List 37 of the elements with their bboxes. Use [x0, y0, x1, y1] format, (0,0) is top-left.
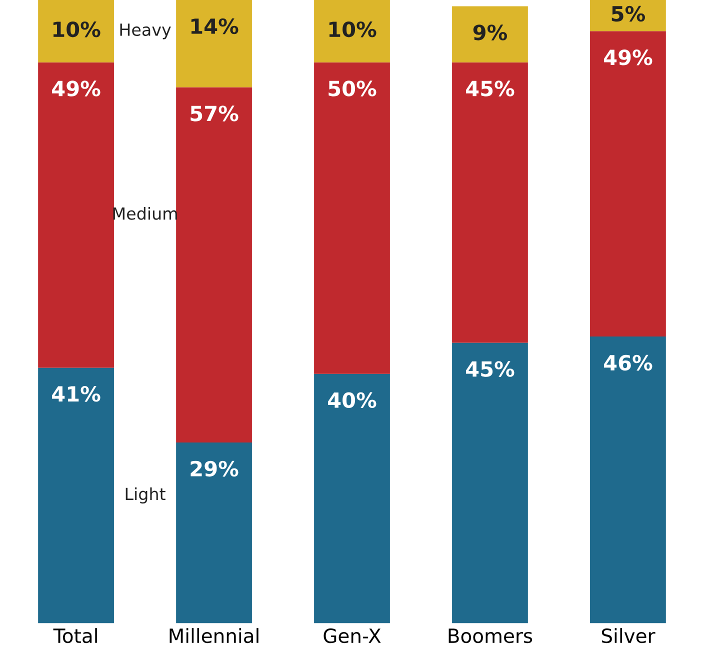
data-label: 5%: [612, 6, 645, 22]
data-label: 10%: [329, 21, 376, 38]
x-tick-label: Silver: [602, 628, 656, 644]
data-label: 10%: [53, 21, 100, 38]
series-label: Heavy: [120, 24, 171, 40]
data-label: 46%: [604, 354, 652, 371]
series-label: Light: [126, 487, 166, 504]
bar: [176, 0, 252, 88]
bar: [452, 6, 528, 62]
data-label: 14%: [191, 18, 238, 34]
bar: [590, 336, 666, 624]
bar: [590, 0, 666, 32]
data-label: 9%: [473, 24, 508, 40]
x-tick-label: Millennial: [170, 628, 258, 644]
bar: [38, 0, 114, 62]
data-label: 40%: [328, 392, 376, 408]
bar: [38, 62, 114, 368]
bar: [452, 62, 528, 343]
bar: [590, 31, 666, 337]
bar: [38, 368, 114, 624]
data-label: 57%: [190, 106, 238, 122]
data-label: 45%: [466, 80, 514, 96]
bar: [314, 62, 390, 374]
data-label: 45%: [466, 361, 514, 377]
data-label: 41%: [52, 386, 100, 402]
bar: [314, 374, 390, 624]
bar: [452, 342, 528, 624]
data-label: 29%: [190, 460, 238, 477]
x-tick-label: Gen-X: [324, 628, 381, 644]
x-tick-label: Total: [53, 628, 97, 644]
data-label: 49%: [604, 49, 652, 66]
x-tick-label: Boomers: [448, 628, 532, 644]
bar: [314, 0, 390, 62]
data-label: 50%: [328, 80, 376, 96]
data-label: 49%: [52, 80, 100, 96]
bar: [176, 442, 252, 624]
bar: [176, 87, 252, 442]
